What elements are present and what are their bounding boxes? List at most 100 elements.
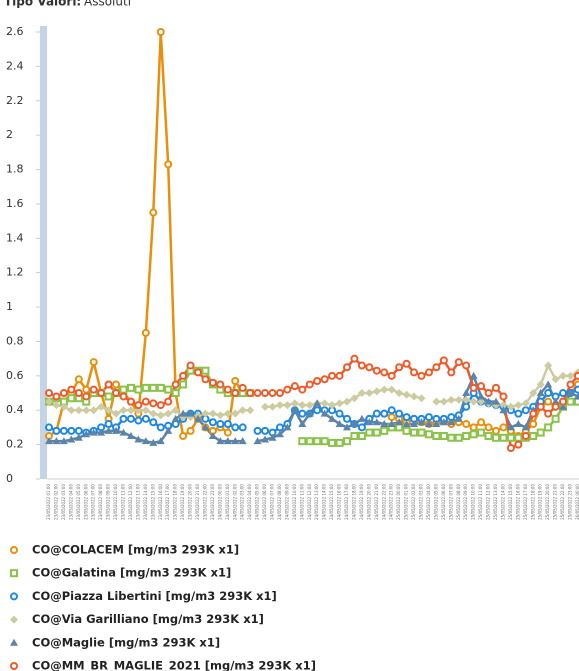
point xyxy=(156,437,165,445)
point xyxy=(223,409,232,418)
legend-label: CO@Piazza Libertini [mg/m3 293K x1] xyxy=(32,589,277,603)
point xyxy=(484,389,493,398)
point xyxy=(313,377,322,386)
y-tick-label: 1 xyxy=(6,300,13,313)
point xyxy=(149,409,158,418)
point xyxy=(290,382,299,391)
point xyxy=(469,397,478,406)
point xyxy=(45,437,53,445)
x-tick-label: 23/05/2022 18:00 xyxy=(173,484,178,520)
y-tick-label: 0.8 xyxy=(6,334,24,347)
point xyxy=(67,406,76,415)
x-tick-label: 25/05/2022 17:00 xyxy=(523,484,528,520)
point xyxy=(283,423,292,431)
point xyxy=(305,409,314,417)
point xyxy=(268,402,277,411)
point xyxy=(387,413,396,422)
point xyxy=(335,409,344,418)
point xyxy=(149,383,158,392)
point xyxy=(417,418,426,426)
point xyxy=(454,358,463,367)
legend-label: CO@Via Garilliano [mg/m3 293K x1] xyxy=(32,612,264,626)
point xyxy=(134,385,143,394)
x-tick-label: 25/05/2022 06:00 xyxy=(441,484,446,520)
point xyxy=(447,418,456,426)
x-tick-label: 25/05/2022 23:00 xyxy=(568,484,573,520)
legend-symbol xyxy=(10,662,18,670)
x-tick-label: 23/05/2022 20:00 xyxy=(188,484,193,520)
point xyxy=(164,397,173,406)
y-tick-label: 0.2 xyxy=(6,438,24,451)
x-tick-label: 25/05/2022 05:00 xyxy=(433,484,438,520)
point xyxy=(89,406,98,415)
point xyxy=(238,423,247,432)
point xyxy=(320,437,329,446)
point xyxy=(536,428,545,437)
point xyxy=(372,387,381,396)
point xyxy=(566,397,575,406)
x-tick-label: 24/05/2022 18:00 xyxy=(351,484,356,520)
x-tick-label: 25/05/2022 02:00 xyxy=(411,484,416,520)
point xyxy=(343,437,351,446)
point xyxy=(52,437,61,445)
point xyxy=(208,409,217,418)
point xyxy=(238,437,247,445)
point xyxy=(372,418,381,426)
point xyxy=(156,401,165,410)
point xyxy=(343,414,351,423)
x-tick-label: 25/05/2022 00:00 xyxy=(396,484,401,520)
point xyxy=(82,430,91,438)
point xyxy=(573,371,579,380)
point xyxy=(410,428,419,437)
x-tick-label: 25/05/2022 09:00 xyxy=(463,484,468,520)
point xyxy=(566,380,575,389)
point xyxy=(350,419,359,427)
x-tick-label: 24/05/2022 09:00 xyxy=(284,484,289,520)
point xyxy=(462,361,471,370)
point xyxy=(186,409,195,417)
point xyxy=(216,411,225,420)
y-tick-label: 2.2 xyxy=(6,94,24,107)
point xyxy=(74,426,83,435)
point xyxy=(544,380,553,388)
point xyxy=(253,426,262,435)
point xyxy=(514,440,523,449)
point xyxy=(59,402,68,411)
point xyxy=(231,437,240,445)
point xyxy=(320,399,329,408)
point xyxy=(59,437,68,445)
point xyxy=(216,419,225,428)
point xyxy=(417,428,426,437)
point xyxy=(477,392,486,400)
x-tick-label: 25/05/2022 13:00 xyxy=(493,484,498,520)
y-tick-label: 1.6 xyxy=(6,197,24,210)
point xyxy=(544,409,553,418)
x-tick-label: 24/05/2022 05:00 xyxy=(255,484,260,520)
point xyxy=(372,366,381,375)
point xyxy=(97,402,106,411)
point xyxy=(551,414,560,423)
point xyxy=(275,389,284,398)
point xyxy=(447,395,456,404)
x-tick-label: 24/05/2022 13:00 xyxy=(314,484,319,520)
series-line xyxy=(48,31,579,439)
point xyxy=(104,419,113,428)
point xyxy=(201,366,210,375)
point xyxy=(126,383,135,392)
point xyxy=(357,423,366,432)
x-tick-label: 24/05/2022 02:00 xyxy=(232,484,237,520)
x-tick-label: 24/05/2022 22:00 xyxy=(381,484,386,520)
series-points xyxy=(45,28,579,441)
x-tick-label: 24/05/2022 14:00 xyxy=(322,484,327,520)
y-tick-label: 1.8 xyxy=(6,163,24,176)
legend-label: CO@MM_BR_MAGLIE_2021 [mg/m3 293K x1] xyxy=(32,659,316,671)
point xyxy=(67,426,76,435)
x-tick-label: 25/05/2022 04:00 xyxy=(426,484,431,520)
x-tick-label: 23/05/2022 15:00 xyxy=(150,484,155,520)
point xyxy=(164,409,173,418)
point xyxy=(380,419,389,427)
point xyxy=(171,419,180,428)
point xyxy=(305,437,314,446)
point xyxy=(216,380,225,389)
point xyxy=(231,389,240,398)
